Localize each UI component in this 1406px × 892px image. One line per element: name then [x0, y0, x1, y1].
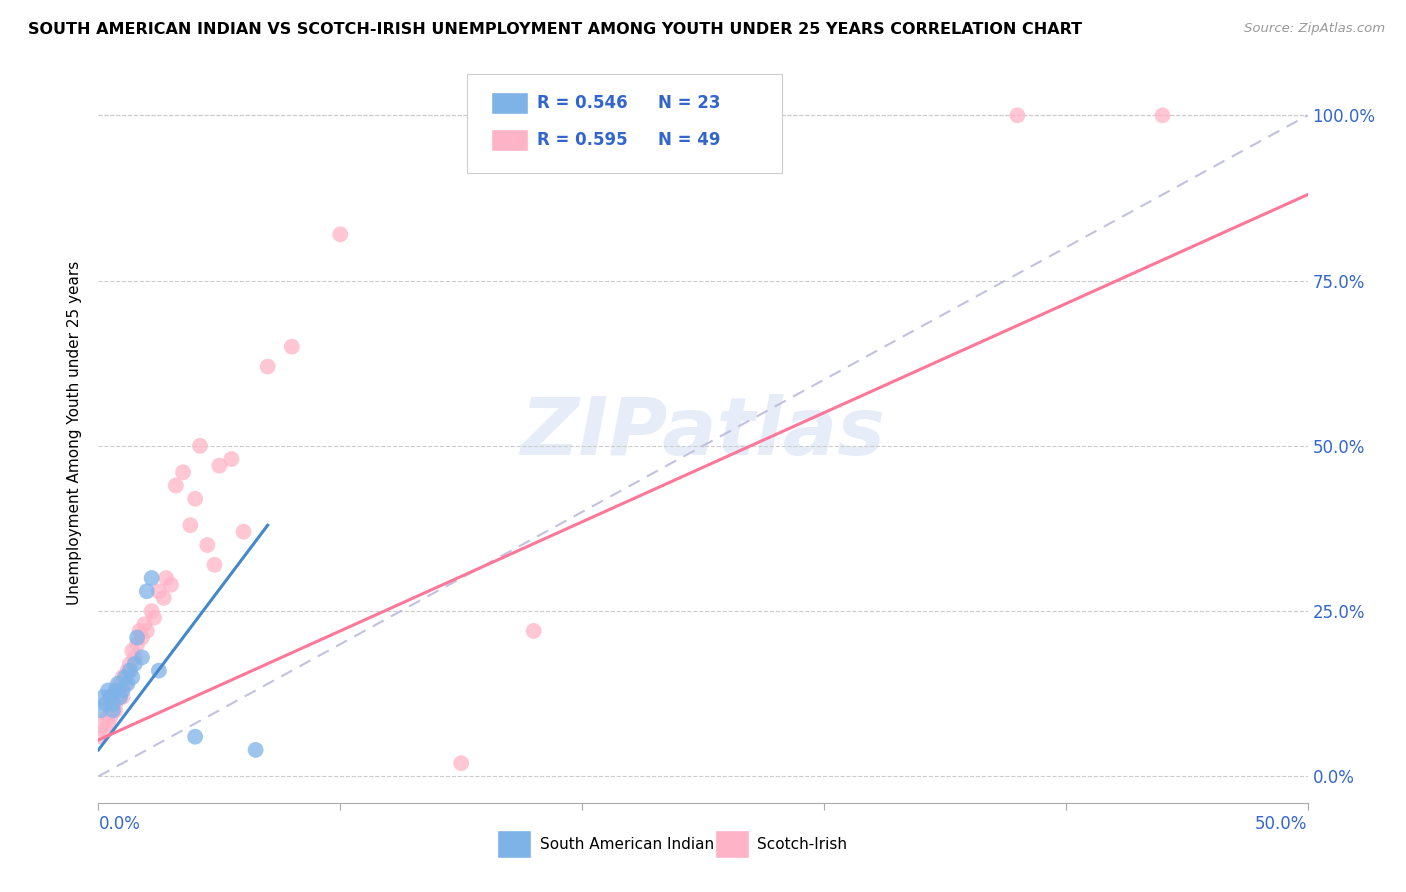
Point [221, 452, 243, 467]
FancyBboxPatch shape [498, 830, 531, 858]
Text: R = 0.595: R = 0.595 [537, 131, 628, 149]
Point [114, 677, 136, 691]
Point [94, 723, 117, 737]
FancyBboxPatch shape [492, 92, 527, 114]
Point [104, 703, 127, 717]
Point [256, 359, 278, 374]
Point [111, 670, 134, 684]
Text: 0.0%: 0.0% [98, 815, 141, 833]
Point [97, 683, 120, 698]
Point [1007, 108, 1029, 122]
FancyBboxPatch shape [467, 73, 782, 173]
Point [114, 670, 136, 684]
Point [124, 657, 146, 671]
Text: Source: ZipAtlas.com: Source: ZipAtlas.com [1244, 22, 1385, 36]
Point [121, 670, 143, 684]
Point [141, 571, 163, 585]
Y-axis label: Unemployment Among Youth under 25 years: Unemployment Among Youth under 25 years [67, 260, 83, 605]
Point [1152, 108, 1174, 122]
Point [204, 558, 226, 572]
Point [90, 703, 112, 717]
Point [131, 650, 153, 665]
Point [148, 664, 170, 678]
FancyBboxPatch shape [492, 129, 527, 152]
Point [121, 644, 143, 658]
Point [100, 690, 122, 704]
Point [117, 664, 139, 678]
Text: N = 49: N = 49 [658, 131, 721, 149]
Point [118, 657, 141, 671]
FancyBboxPatch shape [716, 830, 749, 858]
Point [188, 439, 211, 453]
Text: ZIPatlas: ZIPatlas [520, 393, 886, 472]
Point [135, 584, 157, 599]
Point [135, 624, 157, 638]
Point [104, 697, 127, 711]
Point [101, 703, 124, 717]
Point [101, 697, 124, 711]
Point [172, 465, 194, 479]
Point [245, 743, 267, 757]
Point [94, 697, 117, 711]
Text: Scotch-Irish: Scotch-Irish [758, 837, 848, 852]
Point [134, 617, 156, 632]
Point [141, 604, 163, 618]
Point [97, 710, 120, 724]
Point [184, 730, 207, 744]
Point [100, 710, 122, 724]
Point [184, 491, 207, 506]
Point [111, 683, 134, 698]
Point [165, 478, 187, 492]
Point [155, 571, 177, 585]
Point [104, 683, 127, 698]
Point [152, 591, 174, 605]
Text: N = 23: N = 23 [658, 95, 721, 112]
Point [101, 697, 124, 711]
Point [118, 664, 141, 678]
Point [523, 624, 546, 638]
Point [124, 650, 146, 665]
Point [281, 340, 304, 354]
Point [91, 716, 114, 731]
Point [91, 690, 114, 704]
Point [232, 524, 254, 539]
Point [108, 677, 131, 691]
Point [107, 677, 129, 691]
Point [111, 690, 134, 704]
Point [101, 703, 124, 717]
Point [108, 690, 131, 704]
Text: South American Indians: South American Indians [540, 837, 721, 852]
Text: SOUTH AMERICAN INDIAN VS SCOTCH-IRISH UNEMPLOYMENT AMONG YOUTH UNDER 25 YEARS CO: SOUTH AMERICAN INDIAN VS SCOTCH-IRISH UN… [28, 22, 1083, 37]
Point [148, 584, 170, 599]
Point [117, 677, 139, 691]
Point [208, 458, 231, 473]
Point [127, 637, 149, 651]
Point [179, 518, 201, 533]
Point [107, 683, 129, 698]
Point [97, 716, 120, 731]
Point [90, 730, 112, 744]
Point [450, 756, 472, 771]
Text: R = 0.546: R = 0.546 [537, 95, 628, 112]
Point [100, 703, 122, 717]
Point [131, 631, 153, 645]
Point [143, 611, 166, 625]
Point [329, 227, 352, 242]
Point [127, 631, 149, 645]
Text: 50.0%: 50.0% [1256, 815, 1308, 833]
Point [160, 577, 183, 591]
Point [128, 624, 150, 638]
Point [195, 538, 218, 552]
Point [107, 690, 129, 704]
